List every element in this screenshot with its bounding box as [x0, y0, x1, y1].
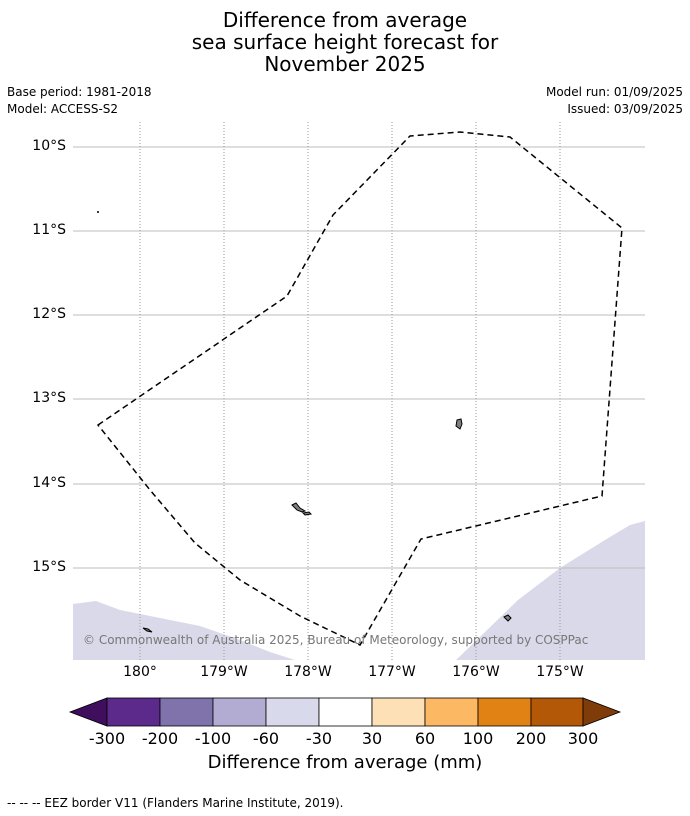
colorbar-bin-2 — [159, 697, 214, 727]
lon-label-178w: 178°W — [284, 664, 332, 680]
colorbar-bin-3 — [212, 697, 267, 727]
cb-tick-100: 100 — [462, 729, 494, 748]
title-line-2: sea surface height forecast for — [191, 30, 499, 54]
island-southwest — [142, 627, 153, 633]
cb-tick-60: 60 — [414, 729, 436, 748]
chart-title: Difference from average sea surface heig… — [0, 9, 690, 75]
copyright-notice: © Commonwealth of Australia 2025, Bureau… — [83, 633, 589, 647]
island-southeast — [503, 614, 512, 622]
islet-northwest — [97, 211, 99, 213]
cb-tick-300: 300 — [567, 729, 599, 748]
cb-tick-30: 30 — [361, 729, 383, 748]
colorbar-bin-7 — [424, 697, 479, 727]
colorbar-bin-4 — [265, 697, 320, 727]
meta-left: Base period: 1981-2018 Model: ACCESS-S2 — [7, 84, 152, 118]
colorbar — [68, 697, 622, 727]
cb-tick-minus-60: -60 — [252, 729, 280, 748]
cb-tick-minus-200: -200 — [141, 729, 179, 748]
island-tokelau-nukunonu — [455, 418, 463, 430]
latitude-gridlines — [73, 146, 645, 569]
island-atoll-west — [291, 502, 307, 513]
cb-tick-minus-100: -100 — [194, 729, 232, 748]
lon-label-176w: 176°W — [452, 664, 500, 680]
model-run: Model run: 01/09/2025 — [545, 85, 683, 99]
title-line-3: November 2025 — [264, 52, 426, 76]
issued-date: Issued: 03/09/2025 — [567, 102, 683, 116]
colorbar-bin-8 — [477, 697, 532, 727]
colorbar-bin-6 — [371, 697, 426, 727]
anomaly-region-southeast — [456, 521, 645, 660]
lat-label-12s: 12°S — [32, 306, 66, 322]
longitude-gridlines — [139, 122, 561, 660]
island-atoll-west-2 — [301, 511, 313, 516]
lat-label-13s: 13°S — [32, 390, 66, 406]
colorbar-extend-high — [582, 697, 622, 727]
lat-label-14s: 14°S — [32, 475, 66, 491]
cb-tick-minus-30: -30 — [305, 729, 333, 748]
lon-label-177w: 177°W — [368, 664, 416, 680]
lat-label-10s: 10°S — [32, 138, 66, 154]
colorbar-bin-5 — [318, 697, 373, 727]
lon-label-179w: 179°W — [200, 664, 248, 680]
model-name: Model: ACCESS-S2 — [7, 102, 119, 116]
cb-tick-minus-300: -300 — [88, 729, 126, 748]
colorbar-bin-1 — [106, 697, 161, 727]
lat-label-15s: 15°S — [32, 559, 66, 575]
colorbar-title: Difference from average (mm) — [207, 752, 483, 773]
cb-tick-200: 200 — [515, 729, 547, 748]
meta-right: Model run: 01/09/2025 Issued: 03/09/2025 — [546, 84, 683, 118]
lon-label-180: 180° — [123, 664, 157, 680]
lon-label-175w: 175°W — [536, 664, 584, 680]
base-period: Base period: 1981-2018 — [7, 85, 152, 99]
anomaly-region-southwest — [73, 601, 295, 660]
lat-label-11s: 11°S — [32, 222, 66, 238]
eez-legend-note: -- -- -- EEZ border V11 (Flanders Marine… — [7, 796, 344, 810]
colorbar-extend-low — [68, 697, 108, 727]
title-line-1: Difference from average — [222, 8, 468, 32]
eez-border — [96, 131, 623, 646]
colorbar-bin-9 — [530, 697, 584, 727]
